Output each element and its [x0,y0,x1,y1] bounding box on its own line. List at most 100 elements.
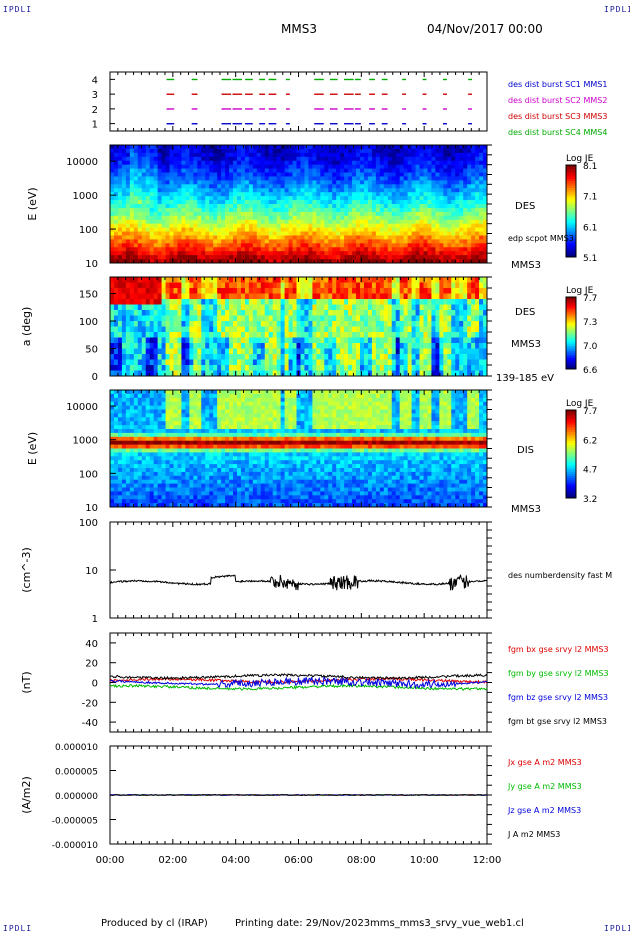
des-energy-y-tick-label: 1000 [73,191,98,202]
des-energy-colorbar-tick-label: 7.1 [583,193,597,203]
dis-energy-colorbar-band [566,462,576,466]
burst-y-tick-label: 1 [92,120,98,131]
burst-interval-mark [268,93,271,95]
dis-energy-colorbar-band [566,423,576,426]
burst-interval-mark [351,93,354,95]
time-axis-label: 10:00 [410,855,439,866]
des-pitch-colorbar-band [566,302,576,305]
burst-interval-mark [172,123,175,125]
burst-interval-mark [424,123,427,125]
burst-interval-mark [259,93,262,95]
des-pitch-colorbar-band [566,329,576,332]
burst-interval-mark [333,123,336,125]
burst-interval-mark [272,108,275,110]
des-energy-colorbar-band [566,220,576,223]
des-pitch-colorbar-band [566,342,576,345]
des-pitch-colorbar-band [566,367,576,370]
des-pitch-colorbar-band [566,309,576,312]
des-energy-colorbar-band [566,197,576,200]
current-legend-label: Jz gse A m2 MMS3 [507,806,581,815]
burst-interval-mark [191,123,194,125]
burst-interval-mark [383,108,386,110]
dis-energy-colorbar-band [566,436,576,439]
burst-interval-mark [172,108,175,110]
des-pitch-colorbar-band [566,297,576,300]
time-axis-label: 02:00 [158,855,187,866]
dis-energy-colorbar-band [566,495,576,499]
des-pitch-colorbar-tick-label: 7.7 [583,294,597,304]
corner-logo-bottom-left: IPDLI [3,924,33,933]
burst-interval-mark [234,93,237,95]
des-energy-colorbar-tick-label: 6.1 [583,223,597,233]
des-pitch-colorbar-band [566,327,576,330]
dis-energy-y-tick-label: 100 [79,469,98,480]
burst-interval-mark [351,78,354,81]
burst-interval-mark [250,78,253,81]
burst-panel-frame [109,71,488,132]
des-energy-colorbar-band [566,213,576,216]
burst-interval-mark [356,93,359,95]
burst-interval-mark [316,78,319,81]
current-y-tick-label: -0.000005 [52,817,98,827]
burst-interval-mark [444,123,447,125]
current-legend-label: Jy gse A m2 MMS3 [507,782,582,791]
des-pitch-y-tick-label: 50 [85,345,98,356]
dis-energy-colorbar-band [566,469,576,472]
burst-interval-mark [317,123,320,125]
burst-interval-mark [285,93,288,95]
burst-interval-mark [422,108,425,110]
burst-interval-mark [335,93,338,95]
burst-interval-mark [193,78,196,81]
burst-interval-mark [191,93,194,95]
bfield-ylabel: (nT) [20,671,33,693]
burst-interval-mark [166,78,169,81]
des-pitch-colorbar-tick-label: 7.3 [583,318,597,328]
burst-interval-mark [223,78,226,81]
burst-interval-mark [349,78,352,81]
des-energy-colorbar-band [566,254,576,258]
burst-interval-mark [245,123,248,125]
burst-interval-mark [245,108,248,110]
burst-interval-mark [369,93,372,95]
burst-interval-mark [422,93,425,95]
des-energy-colorbar-band [566,194,576,198]
corner-logo-top-right: IPDLI [604,5,630,14]
burst-interval-mark [270,93,273,95]
dis-energy-colorbar-title: Log JE [566,399,594,409]
dis-energy-colorbar-band [566,465,576,468]
des-pitch-colorbar-band [566,358,576,361]
des-energy-colorbar-title: Log JE [566,154,594,164]
des-pitch-y-tick-label: 100 [79,317,98,328]
burst-interval-mark [422,123,425,125]
burst-interval-mark [227,78,230,81]
burst-interval-mark [223,123,226,125]
des-pitch-y-tick-label: 0 [92,372,98,383]
des-pitch-colorbar-band [566,324,576,327]
des-pitch-colorbar-tick-label: 7.0 [583,342,598,352]
burst-interval-mark [385,93,388,95]
burst-interval-mark [221,78,224,81]
des-energy-colorbar-band [566,174,576,177]
des-pitch-colorbar-band [566,325,576,328]
des-energy-colorbar-band [566,167,576,170]
burst-interval-mark [168,78,171,81]
des-pitch-right-label: DES [515,307,535,318]
bfield-y-tick-label: -40 [82,718,98,729]
des-pitch-colorbar-band [566,318,576,321]
burst-interval-mark [261,108,264,110]
des-energy-colorbar-band [566,183,576,186]
burst-interval-mark [468,123,471,125]
burst-interval-mark [443,123,446,125]
burst-interval-mark [404,123,407,125]
dis-energy-colorbar-band [566,443,576,446]
burst-interval-mark [470,108,473,110]
des-pitch-colorbar-band [566,333,576,336]
bfield-series-bz [109,676,488,690]
burst-interval-mark [381,108,384,110]
des-pitch-colorbar-band [566,340,576,343]
des-energy-colorbar-tick-label: 5.1 [583,254,597,264]
des-pitch-ylabel: a (deg) [20,307,33,347]
des-energy-colorbar-band [566,234,576,237]
des-pitch-colorbar-band [566,361,576,364]
des-pitch-colorbar-band [566,351,576,354]
